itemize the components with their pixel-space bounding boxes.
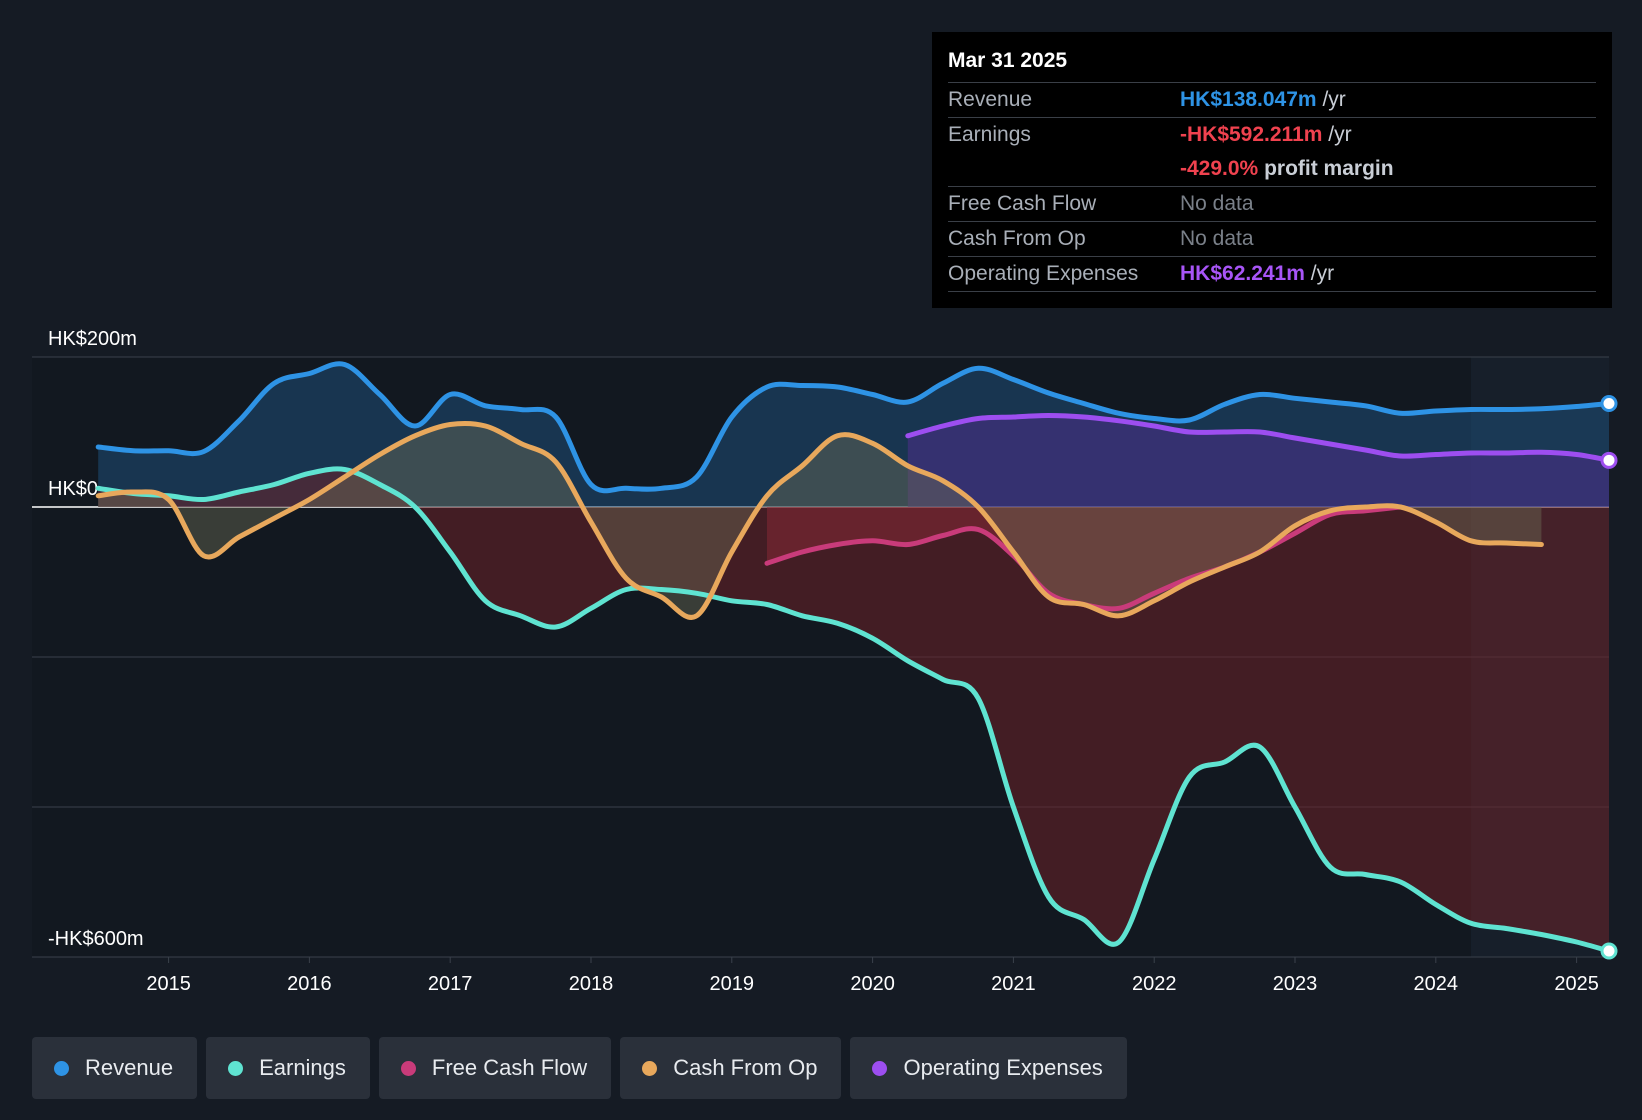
legend-label-revenue: Revenue	[85, 1055, 174, 1080]
opex-end-point	[1600, 451, 1618, 469]
earnings-dot-icon	[228, 1060, 244, 1076]
x-tick-label-2021: 2021	[991, 973, 1036, 995]
tooltip-label-earnings: Earnings	[948, 123, 1031, 146]
x-tick-label-2017: 2017	[428, 973, 473, 995]
tooltip-profit-margin-value: -429.0%	[1180, 157, 1259, 180]
revenue-line	[95, 361, 1612, 494]
cfo-area	[98, 423, 1542, 618]
legend-label-opex: Operating Expenses	[903, 1055, 1103, 1080]
cfo-dot-icon	[642, 1060, 658, 1076]
tooltip-unit-earnings: /yr	[1328, 123, 1352, 146]
tooltip-row-earnings: Earnings -HK$592.211m /yr -429.0% profit…	[948, 118, 1596, 187]
tooltip-label-opex: Operating Expenses	[948, 262, 1139, 285]
tooltip-row-opex: Operating Expenses HK$62.241m /yr	[948, 257, 1596, 292]
fcf-dot-icon	[400, 1060, 416, 1076]
revenue-end-point	[1600, 395, 1618, 412]
legend-item-fcf[interactable]: Free Cash Flow	[378, 1037, 612, 1099]
tooltip-row-revenue: Revenue HK$138.047m /yr	[948, 83, 1596, 118]
legend-label-earnings: Earnings	[259, 1055, 346, 1080]
legend: Revenue Earnings Free Cash Flow Cash Fro…	[32, 1037, 1127, 1099]
tooltip-value-opex: HK$62.241m	[1180, 262, 1305, 285]
y-tick-label-0: HK$200m	[48, 328, 137, 350]
legend-label-fcf: Free Cash Flow	[431, 1055, 588, 1080]
tooltip-unit-revenue: /yr	[1322, 88, 1346, 111]
cfo-line	[95, 420, 1544, 620]
x-tick-label-2024: 2024	[1414, 973, 1459, 995]
opex-area	[907, 415, 1609, 507]
tooltip-row-fcf: Free Cash Flow No data	[948, 187, 1596, 222]
legend-item-opex[interactable]: Operating Expenses	[850, 1037, 1127, 1099]
legend-item-revenue[interactable]: Revenue	[32, 1037, 198, 1099]
tooltip-value-revenue: HK$138.047m	[1180, 88, 1317, 111]
x-tick-label-2025: 2025	[1554, 973, 1599, 995]
x-tick-label-2023: 2023	[1273, 973, 1318, 995]
legend-item-cfo[interactable]: Cash From Op	[620, 1037, 842, 1099]
tooltip-label-revenue: Revenue	[948, 88, 1033, 111]
y-tick-label-2: -HK$600m	[48, 928, 144, 950]
revenue-dot-icon	[54, 1060, 69, 1076]
x-tick-label-2019: 2019	[710, 973, 755, 995]
chart-canvas: HK$200m HK$0 -HK$600m 2015 2016 2017 2018 2019 2…	[32, 328, 1618, 995]
x-tick-label-2020: 2020	[850, 973, 895, 995]
tooltip-row-cfo: Cash From Op No data	[948, 222, 1596, 257]
tooltip-value-cfo: No data	[1180, 227, 1254, 250]
opex-dot-icon	[872, 1060, 888, 1076]
tooltip-profit-margin-label: profit margin	[1264, 157, 1394, 180]
earnings-end-point	[1600, 942, 1618, 960]
legend-item-earnings[interactable]: Earnings	[206, 1037, 370, 1099]
x-tick-label-2018: 2018	[569, 973, 614, 995]
legend-label-cfo: Cash From Op	[673, 1055, 818, 1080]
tooltip-label-cfo: Cash From Op	[948, 227, 1086, 250]
tooltip-unit-opex: /yr	[1310, 262, 1335, 285]
tooltip-date: Mar 31 2025	[948, 46, 1596, 83]
x-tick-label-2015: 2015	[146, 973, 191, 995]
y-tick-label-1: HK$0	[48, 478, 98, 500]
tooltip-label-fcf: Free Cash Flow	[948, 192, 1097, 215]
x-tick-label-2022: 2022	[1132, 973, 1177, 995]
opex-line	[905, 413, 1612, 463]
tooltip-value-fcf: No data	[1180, 192, 1254, 215]
tooltip-panel: Mar 31 2025 Revenue HK$138.047m /yr Earn…	[932, 32, 1612, 308]
tooltip-value-earnings: -HK$592.211m	[1180, 123, 1323, 146]
fcf-area	[767, 507, 1401, 609]
x-tick-label-2016: 2016	[287, 973, 332, 995]
